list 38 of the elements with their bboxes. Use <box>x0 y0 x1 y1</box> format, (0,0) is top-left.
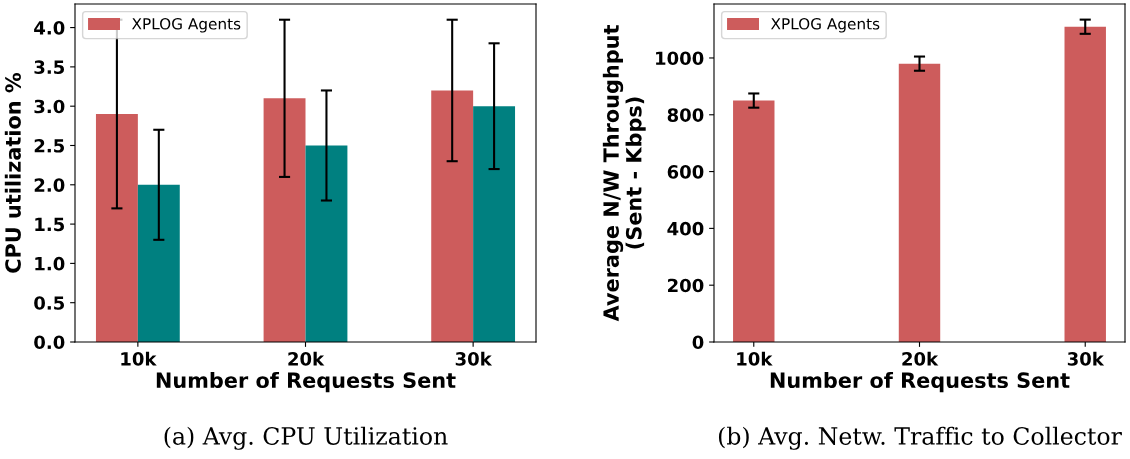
bar <box>431 90 474 342</box>
y-tick-label: 2.5 <box>34 138 65 153</box>
y-tick-label: 0 <box>692 335 704 350</box>
y-tick-label: 600 <box>667 165 704 179</box>
y-tick-label: 200 <box>668 278 704 293</box>
bar <box>1064 26 1106 342</box>
bar <box>733 100 775 342</box>
y-axis-title: Average N/W Throughput (Sent - Kbps) <box>602 25 646 322</box>
y-tick-label: 0.0 <box>34 335 65 350</box>
y-tick-label: 0.5 <box>34 296 65 310</box>
y-tick-label: 3.5 <box>34 60 65 74</box>
legend-label: XPLOG Agents <box>770 18 880 33</box>
x-tick-label: 10k <box>121 351 157 366</box>
bar <box>473 106 516 342</box>
text: (a) Avg. CPU Utilization <box>164 426 448 450</box>
x-tick-label: 30k <box>455 351 493 366</box>
bar <box>305 145 348 342</box>
y-tick-label: 3.0 <box>34 99 65 114</box>
x-tick-label: 20k <box>902 351 939 366</box>
y-tick-label: 1.5 <box>35 217 65 232</box>
y-axis-title: CPU utilization % <box>4 72 21 273</box>
y-tick-label: 1.0 <box>35 256 65 271</box>
x-axis-title: Number of Requests Sent <box>156 371 456 393</box>
bar <box>263 98 306 342</box>
y-tick-label: 1000 <box>656 51 704 66</box>
x-axis-title: Number of Requests Sent <box>770 371 1070 393</box>
y-tick-label: 800 <box>667 108 704 122</box>
bar <box>137 184 180 342</box>
x-tick-label: 30k <box>1067 351 1105 366</box>
bar <box>898 63 941 342</box>
legend-label: XPLOG Agents <box>131 18 241 33</box>
text: (b) Avg. Netw. Traffic to Collector <box>718 426 1122 450</box>
y-tick-label: 4.0 <box>34 21 65 35</box>
y-tick-label: 400 <box>667 221 704 236</box>
x-tick-label: 10k <box>737 351 773 366</box>
x-tick-label: 20k <box>288 351 325 366</box>
bar <box>95 114 138 342</box>
y-tick-label: 2.0 <box>34 178 65 192</box>
